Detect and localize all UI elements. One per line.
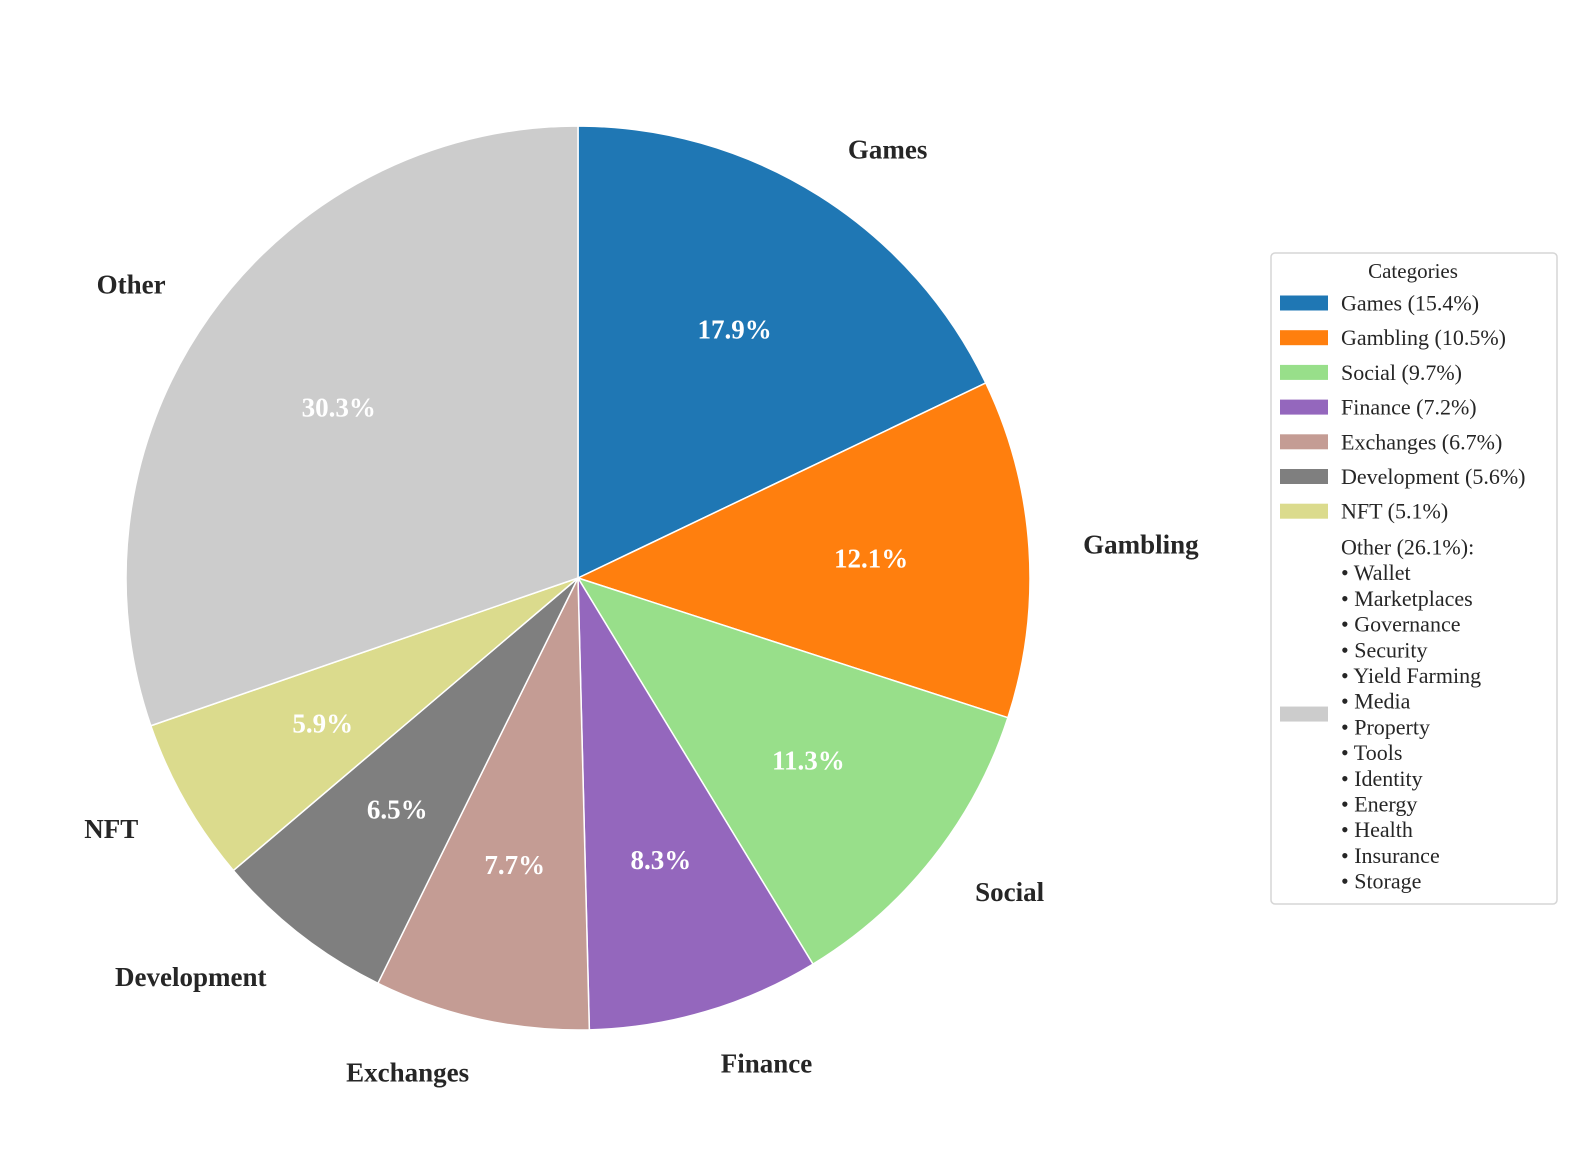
percentage-labels: 17.9% 12.1% 11.3% 8.3% 7.7% 6.5% 5.9% 30.3% — [292, 314, 908, 879]
category-label-other: Other — [97, 269, 166, 299]
slice-nft — [149, 577, 579, 872]
slice-finance — [577, 575, 814, 1031]
legend-label-finance: Finance (7.2%) — [1341, 395, 1477, 420]
legend-title: Categories — [1368, 259, 1458, 283]
legend-label-other: Other (26.1%): — [1341, 535, 1474, 560]
legend-other-item: • Identity — [1341, 766, 1423, 791]
legend-swatch-social — [1280, 364, 1328, 380]
legend-other-item: • Tools — [1341, 740, 1402, 765]
pct-label-development: 6.5% — [367, 795, 428, 825]
legend-other-item: • Wallet — [1341, 560, 1411, 585]
slice-development — [232, 577, 579, 985]
legend-swatch-exchanges — [1280, 434, 1328, 450]
category-label-finance: Finance — [721, 1049, 813, 1079]
legend-other-item: • Marketplaces — [1341, 586, 1473, 611]
legend: Categories Games (15.4%) Gambling (10.5%)… — [1270, 252, 1558, 905]
slice-social — [576, 576, 1009, 966]
legend-swatch-finance — [1280, 399, 1328, 415]
pie-slices — [125, 125, 1031, 1031]
legend-frame — [1270, 252, 1558, 905]
legend-other-item: • Yield Farming — [1341, 663, 1481, 688]
legend-label-exchanges: Exchanges (6.7%) — [1341, 429, 1502, 454]
pct-label-gambling: 12.1% — [834, 544, 908, 574]
legend-other-item: • Energy — [1341, 792, 1417, 817]
slice-other — [125, 125, 579, 727]
pct-label-finance: 8.3% — [630, 845, 691, 875]
category-label-gambling: Gambling — [1083, 530, 1199, 560]
legend-other-item: • Security — [1341, 637, 1428, 662]
legend-swatch-games — [1280, 295, 1328, 311]
legend-swatch-gambling — [1280, 330, 1328, 346]
pct-label-social: 11.3% — [772, 745, 845, 775]
slice-games — [577, 125, 987, 580]
pct-label-exchanges: 7.7% — [484, 850, 545, 880]
legend-other-item: • Property — [1341, 714, 1430, 739]
category-labels: Games Gambling Social Finance Exchanges Devel… — [84, 135, 1199, 1088]
category-label-development: Development — [115, 962, 266, 992]
category-label-social: Social — [975, 877, 1045, 907]
pct-label-nft: 5.9% — [292, 709, 353, 739]
legend-swatch-development — [1280, 469, 1328, 484]
legend-label-nft: NFT (5.1%) — [1341, 499, 1448, 524]
legend-other-item: • Storage — [1341, 869, 1421, 894]
slice-exchanges — [376, 577, 591, 1031]
legend-label-social: Social (9.7%) — [1341, 360, 1462, 385]
slice-gambling — [575, 381, 1031, 719]
legend-label-development: Development (5.6%) — [1341, 464, 1526, 489]
category-label-games: Games — [848, 135, 927, 165]
legend-label-games: Games (15.4%) — [1341, 291, 1479, 316]
category-label-nft: NFT — [84, 814, 138, 844]
legend-label-gambling: Gambling (10.5%) — [1341, 325, 1506, 350]
legend-swatch-nft — [1280, 503, 1328, 519]
pct-label-games: 17.9% — [698, 314, 772, 344]
legend-other-item: • Media — [1341, 689, 1411, 714]
legend-other-item: • Insurance — [1341, 843, 1440, 868]
category-label-exchanges: Exchanges — [346, 1057, 469, 1087]
legend-other-item: • Governance — [1341, 612, 1460, 637]
pct-label-other: 30.3% — [302, 393, 376, 423]
legend-other-item: • Health — [1341, 817, 1413, 842]
legend-swatch-other — [1280, 706, 1328, 722]
